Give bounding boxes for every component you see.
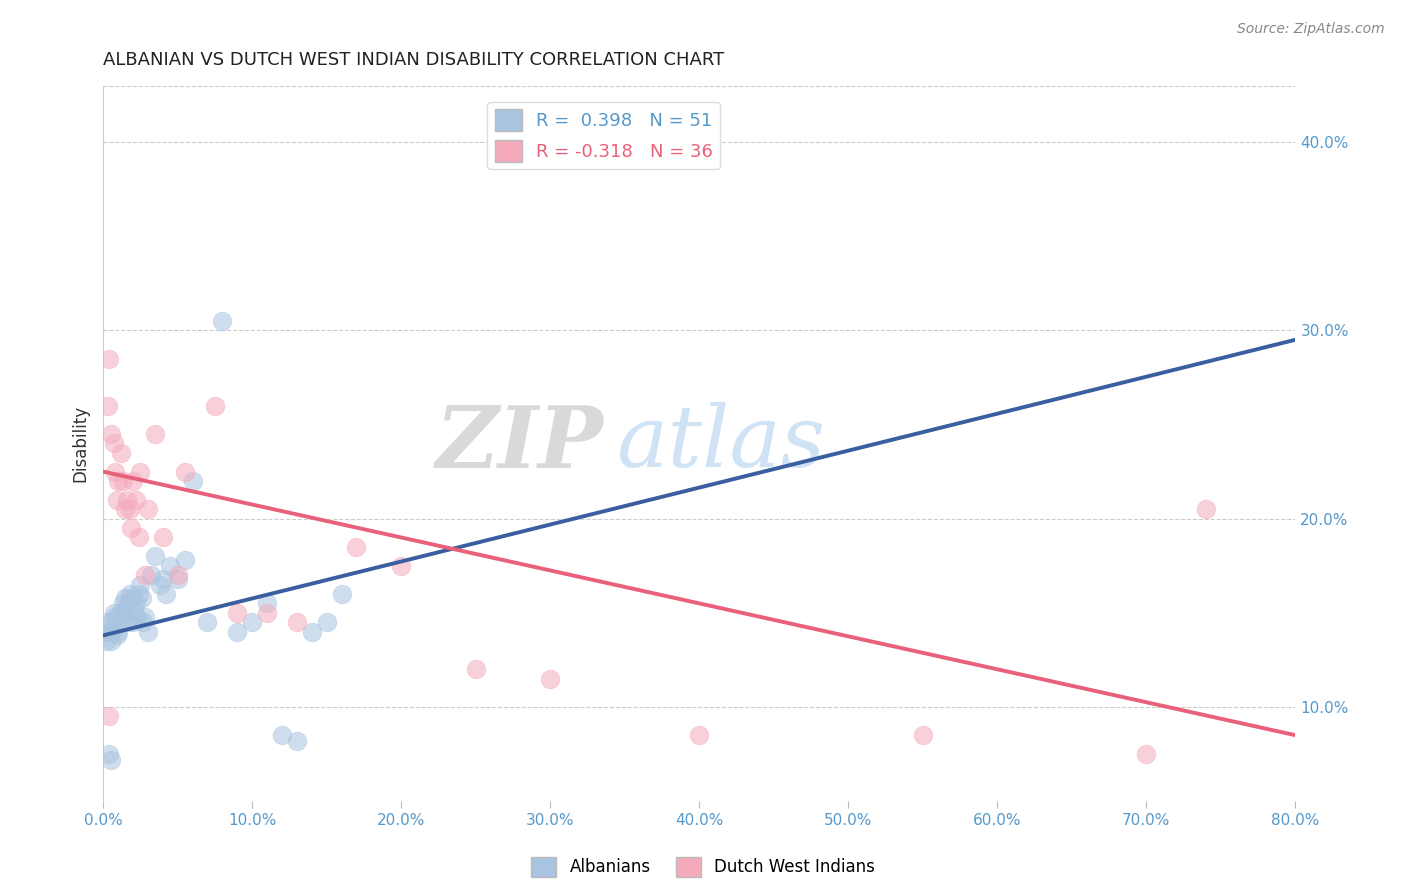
Legend: R =  0.398   N = 51, R = -0.318   N = 36: R = 0.398 N = 51, R = -0.318 N = 36 <box>488 102 720 169</box>
Point <box>97 399 120 413</box>
Point <box>166 572 188 586</box>
Point <box>1195 502 1218 516</box>
Point <box>118 502 141 516</box>
Point <box>115 492 138 507</box>
Point <box>114 591 136 605</box>
Point <box>101 624 124 639</box>
Point <box>240 615 263 630</box>
Point <box>108 606 131 620</box>
Point <box>112 606 135 620</box>
Point <box>110 615 132 630</box>
Point <box>97 615 120 630</box>
Text: Source: ZipAtlas.com: Source: ZipAtlas.com <box>1237 22 1385 37</box>
Point <box>101 615 124 630</box>
Point <box>152 572 174 586</box>
Point <box>134 609 156 624</box>
Point <box>100 753 122 767</box>
Point <box>464 662 486 676</box>
Point <box>114 502 136 516</box>
Point <box>117 596 139 610</box>
Legend: Albanians, Dutch West Indians: Albanians, Dutch West Indians <box>524 850 882 884</box>
Point <box>104 609 127 624</box>
Point <box>98 351 121 366</box>
Point <box>346 540 368 554</box>
Point <box>226 606 249 620</box>
Point <box>315 615 337 630</box>
Point <box>105 628 128 642</box>
Point <box>103 436 125 450</box>
Point <box>256 606 278 620</box>
Point <box>104 465 127 479</box>
Point <box>107 624 129 639</box>
Text: atlas: atlas <box>616 402 825 484</box>
Point <box>127 609 149 624</box>
Point <box>256 596 278 610</box>
Point <box>128 531 150 545</box>
Point <box>174 465 197 479</box>
Point <box>226 624 249 639</box>
Point <box>129 577 152 591</box>
Point <box>143 426 166 441</box>
Point <box>98 709 121 723</box>
Point <box>197 615 219 630</box>
Point <box>120 521 142 535</box>
Point <box>118 587 141 601</box>
Point <box>131 591 153 605</box>
Point <box>100 634 122 648</box>
Text: ALBANIAN VS DUTCH WEST INDIAN DISABILITY CORRELATION CHART: ALBANIAN VS DUTCH WEST INDIAN DISABILITY… <box>103 51 724 69</box>
Point <box>285 615 308 630</box>
Point <box>94 634 117 648</box>
Y-axis label: Disability: Disability <box>72 405 89 482</box>
Point <box>97 624 120 639</box>
Point <box>120 591 142 605</box>
Point <box>107 474 129 488</box>
Point <box>136 502 159 516</box>
Point <box>124 602 146 616</box>
Point <box>911 728 934 742</box>
Point <box>122 615 145 630</box>
Point <box>181 474 204 488</box>
Point <box>389 558 412 573</box>
Point <box>143 549 166 564</box>
Point <box>134 568 156 582</box>
Point <box>1135 747 1157 761</box>
Point <box>211 314 233 328</box>
Text: ZIP: ZIP <box>436 401 605 485</box>
Point <box>111 474 134 488</box>
Point <box>174 553 197 567</box>
Point <box>149 577 172 591</box>
Point <box>166 568 188 582</box>
Point <box>155 587 177 601</box>
Point <box>688 728 710 742</box>
Point <box>136 624 159 639</box>
Point <box>115 615 138 630</box>
Point <box>152 531 174 545</box>
Point <box>103 606 125 620</box>
Point <box>159 558 181 573</box>
Point <box>98 747 121 761</box>
Point <box>204 399 226 413</box>
Point <box>285 734 308 748</box>
Point <box>98 624 121 639</box>
Point <box>139 568 162 582</box>
Point <box>330 587 353 601</box>
Point <box>125 492 148 507</box>
Point <box>110 446 132 460</box>
Point <box>538 672 561 686</box>
Point <box>111 596 134 610</box>
Point <box>132 615 155 630</box>
Point <box>105 492 128 507</box>
Point <box>122 474 145 488</box>
Point <box>125 596 148 610</box>
Point <box>301 624 323 639</box>
Point <box>128 587 150 601</box>
Point <box>100 426 122 441</box>
Point <box>271 728 294 742</box>
Point <box>129 465 152 479</box>
